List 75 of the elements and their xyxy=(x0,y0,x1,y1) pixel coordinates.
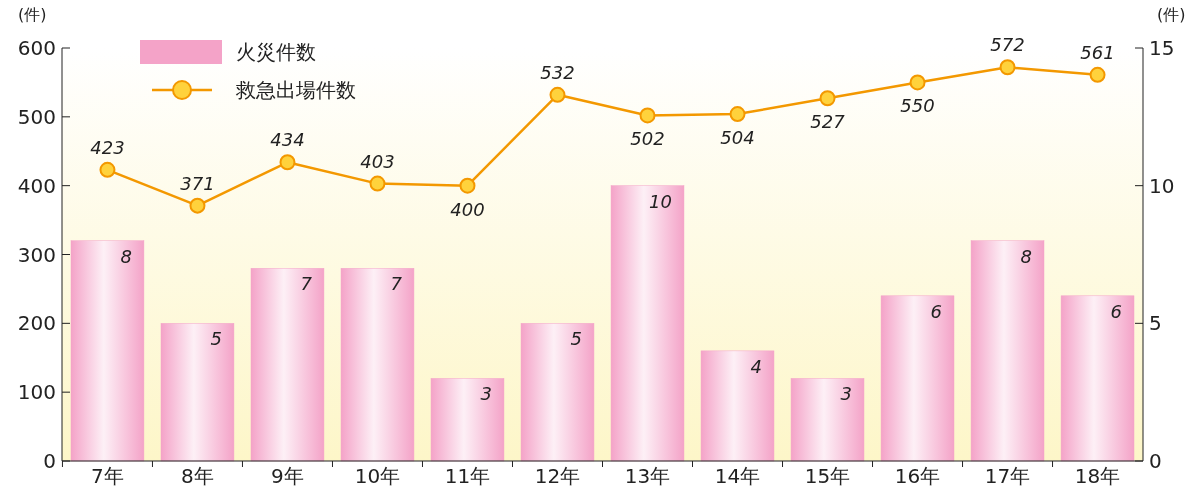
legend-label: 救急出場件数 xyxy=(235,78,356,102)
point xyxy=(639,107,656,124)
data-label: 8 xyxy=(1020,245,1032,267)
data-label: 5 xyxy=(570,328,582,350)
x-tick-label: 18年 xyxy=(1074,464,1121,488)
bar xyxy=(430,378,505,462)
point xyxy=(369,175,386,192)
x-tick-label: 11年 xyxy=(444,464,491,488)
y-tick-label: 200 xyxy=(17,311,56,336)
data-label: 403 xyxy=(360,150,395,172)
y-axis-title: (件) xyxy=(18,5,47,24)
data-label: 400 xyxy=(450,198,485,220)
data-label: 5 xyxy=(210,328,222,350)
y-tick-label: 300 xyxy=(17,242,56,267)
data-label: 561 xyxy=(1080,41,1115,63)
data-label: 6 xyxy=(930,300,942,322)
legend-label: 火災件数 xyxy=(236,40,316,64)
point xyxy=(279,154,296,171)
x-tick-label: 15年 xyxy=(804,464,851,488)
data-label: 504 xyxy=(720,127,755,149)
point xyxy=(729,106,746,123)
point xyxy=(459,177,476,194)
data-label: 3 xyxy=(840,383,852,405)
point xyxy=(909,74,926,91)
point xyxy=(1089,66,1106,83)
data-label: 550 xyxy=(900,95,935,117)
x-tick-label: 16年 xyxy=(894,464,941,488)
point xyxy=(999,59,1016,76)
y-tick-label: 600 xyxy=(17,36,56,60)
y2-tick-label: 0 xyxy=(1149,449,1162,473)
data-label: 423 xyxy=(90,136,125,158)
data-label: 434 xyxy=(270,129,305,151)
y2-tick-label: 5 xyxy=(1149,311,1162,336)
y-tick-label: 100 xyxy=(17,380,56,405)
data-label: 371 xyxy=(180,172,215,194)
x-tick-label: 7年 xyxy=(91,464,124,488)
x-tick-label: 12年 xyxy=(534,464,581,488)
y-tick-label: 400 xyxy=(17,173,56,198)
bar xyxy=(970,240,1045,462)
bar xyxy=(340,268,415,462)
bar xyxy=(790,378,865,462)
y2-tick-label: 10 xyxy=(1149,173,1175,198)
y-tick-label: 0 xyxy=(43,449,56,473)
bar xyxy=(880,295,955,462)
bar xyxy=(70,240,145,462)
x-tick-label: 8年 xyxy=(181,464,214,488)
data-label: 4 xyxy=(750,355,762,377)
x-tick-label: 10年 xyxy=(354,464,401,488)
point xyxy=(819,90,836,107)
data-label: 6 xyxy=(1110,300,1122,322)
bar xyxy=(610,185,685,462)
point xyxy=(189,197,206,214)
bar xyxy=(250,268,325,462)
x-tick-label: 14年 xyxy=(714,464,761,488)
point xyxy=(549,86,566,103)
data-label: 527 xyxy=(810,111,846,133)
bar xyxy=(160,323,235,462)
data-label: 3 xyxy=(480,383,492,405)
bar xyxy=(520,323,595,462)
bar xyxy=(1060,295,1135,462)
x-tick-label: 17年 xyxy=(984,464,1031,488)
data-label: 532 xyxy=(540,61,575,83)
point xyxy=(99,161,116,178)
data-label: 7 xyxy=(390,273,403,295)
y2-tick-label: 15 xyxy=(1149,36,1175,60)
data-label: 502 xyxy=(630,128,665,150)
x-tick-label: 9年 xyxy=(271,464,304,488)
data-label: 8 xyxy=(120,245,132,267)
data-label: 7 xyxy=(300,273,313,295)
y2-axis-title: (件) xyxy=(1157,5,1186,24)
x-tick-label: 13年 xyxy=(624,464,671,488)
data-label: 572 xyxy=(990,34,1025,56)
y-tick-label: 500 xyxy=(17,104,56,129)
data-label: 10 xyxy=(649,190,672,212)
bar xyxy=(700,350,775,462)
